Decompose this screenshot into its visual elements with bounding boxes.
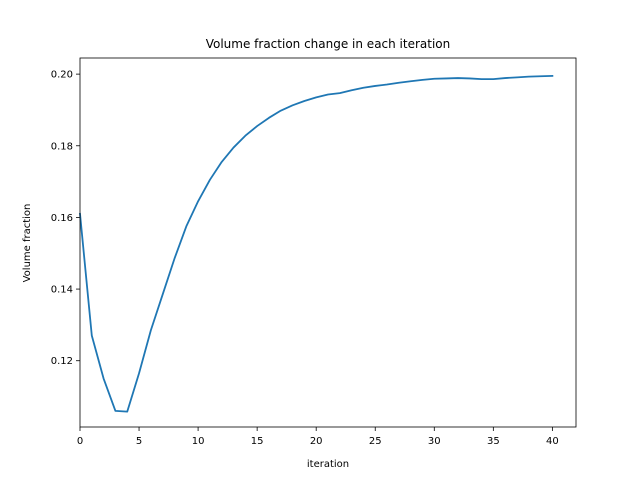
y-tick-label: 0.14	[51, 285, 73, 296]
y-tick-label: 0.20	[51, 70, 73, 81]
y-tick-label: 0.18	[51, 141, 73, 152]
x-tick-label: 40	[546, 436, 559, 447]
x-axis: 0 5 10 15 20 25 30 35 40	[77, 427, 559, 447]
series-line	[79, 74, 554, 413]
plot-frame	[79, 57, 577, 428]
x-axis-label: iteration	[307, 459, 349, 470]
x-tick-label: 25	[369, 436, 382, 447]
x-tick-label: 5	[136, 436, 142, 447]
x-tick-label: 20	[310, 436, 323, 447]
x-tick-label: 10	[192, 436, 205, 447]
y-tick-label: 0.12	[51, 356, 73, 367]
y-axis: 0.12 0.14 0.16 0.18 0.20	[51, 70, 80, 367]
y-axis-label: Volume fraction	[22, 204, 33, 283]
y-tick-label: 0.16	[51, 213, 73, 224]
chart-title: Volume fraction change in each iteration	[206, 37, 451, 51]
x-tick-label: 15	[251, 436, 264, 447]
x-tick-label: 30	[428, 436, 441, 447]
x-tick-label: 35	[487, 436, 500, 447]
x-tick-label: 0	[77, 436, 83, 447]
